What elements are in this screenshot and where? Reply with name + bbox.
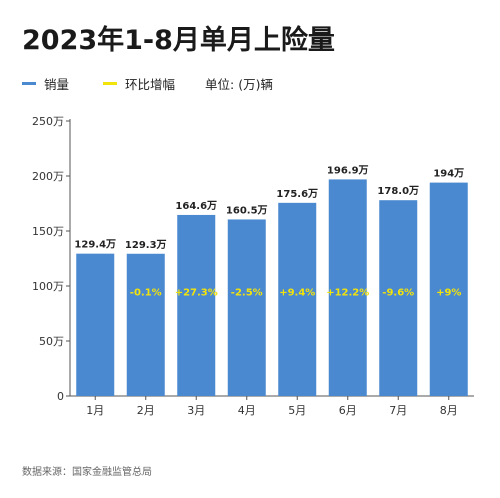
x-tick-label: 8月 [440,404,458,417]
bar-value-label: 164.6万 [175,200,217,212]
bar [379,200,418,396]
mom-growth-label: -0.1% [130,288,162,299]
legend: 销量 环比增幅 单位: (万)辆 [22,74,307,93]
y-tick-label: 200万 [32,170,64,183]
mom-growth-label: +12.2% [326,288,369,299]
bar [429,182,468,396]
bar-value-label: 129.4万 [74,239,116,251]
mom-growth-label: +9.4% [279,288,315,299]
x-tick-label: 1月 [86,404,104,417]
chart-title: 2023年1-8月单月上险量 [22,25,335,56]
y-tick-label: 50万 [39,335,64,348]
bar [177,214,216,396]
x-tick-label: 7月 [389,404,407,417]
legend-label-sales: 销量 [44,77,70,92]
mom-growth-label: -2.5% [231,288,263,299]
bar-value-label: 178.0万 [377,185,419,197]
x-tick-label: 2月 [137,404,155,417]
legend-swatch-ratio [103,82,118,85]
legend-item-ratio: 环比增幅 [103,74,175,93]
bar-value-label: 175.6万 [276,188,318,200]
x-tick-label: 4月 [238,404,256,417]
bar-value-label: 129.3万 [125,239,167,251]
bar [278,202,317,396]
legend-item-sales: 销量 [22,74,69,93]
bar [126,253,165,396]
y-tick-label: 100万 [32,280,64,293]
legend-swatch-sales [22,82,36,85]
x-tick-label: 3月 [187,404,205,417]
bar [227,219,266,396]
bar-value-label: 194万 [433,168,464,180]
bar [76,253,115,396]
x-tick-label: 5月 [288,404,306,417]
legend-label-ratio: 环比增幅 [125,77,176,92]
y-tick-label: 250万 [32,115,64,128]
x-tick-label: 6月 [339,404,357,417]
bar [328,179,367,396]
bar-value-label: 196.9万 [327,164,369,176]
bar-value-label: 160.5万 [226,204,268,216]
source-note: 数据来源：国家金融监管总局 [22,467,152,478]
mom-growth-label: -9.6% [382,288,414,299]
y-tick-label: 0 [57,390,64,403]
legend-unit: 单位: (万)辆 [205,74,273,93]
y-tick-label: 150万 [32,225,64,238]
mom-growth-label: +9% [436,288,461,299]
unit-label: 单位: (万)辆 [205,77,273,92]
mom-growth-label: +27.3% [175,288,218,299]
